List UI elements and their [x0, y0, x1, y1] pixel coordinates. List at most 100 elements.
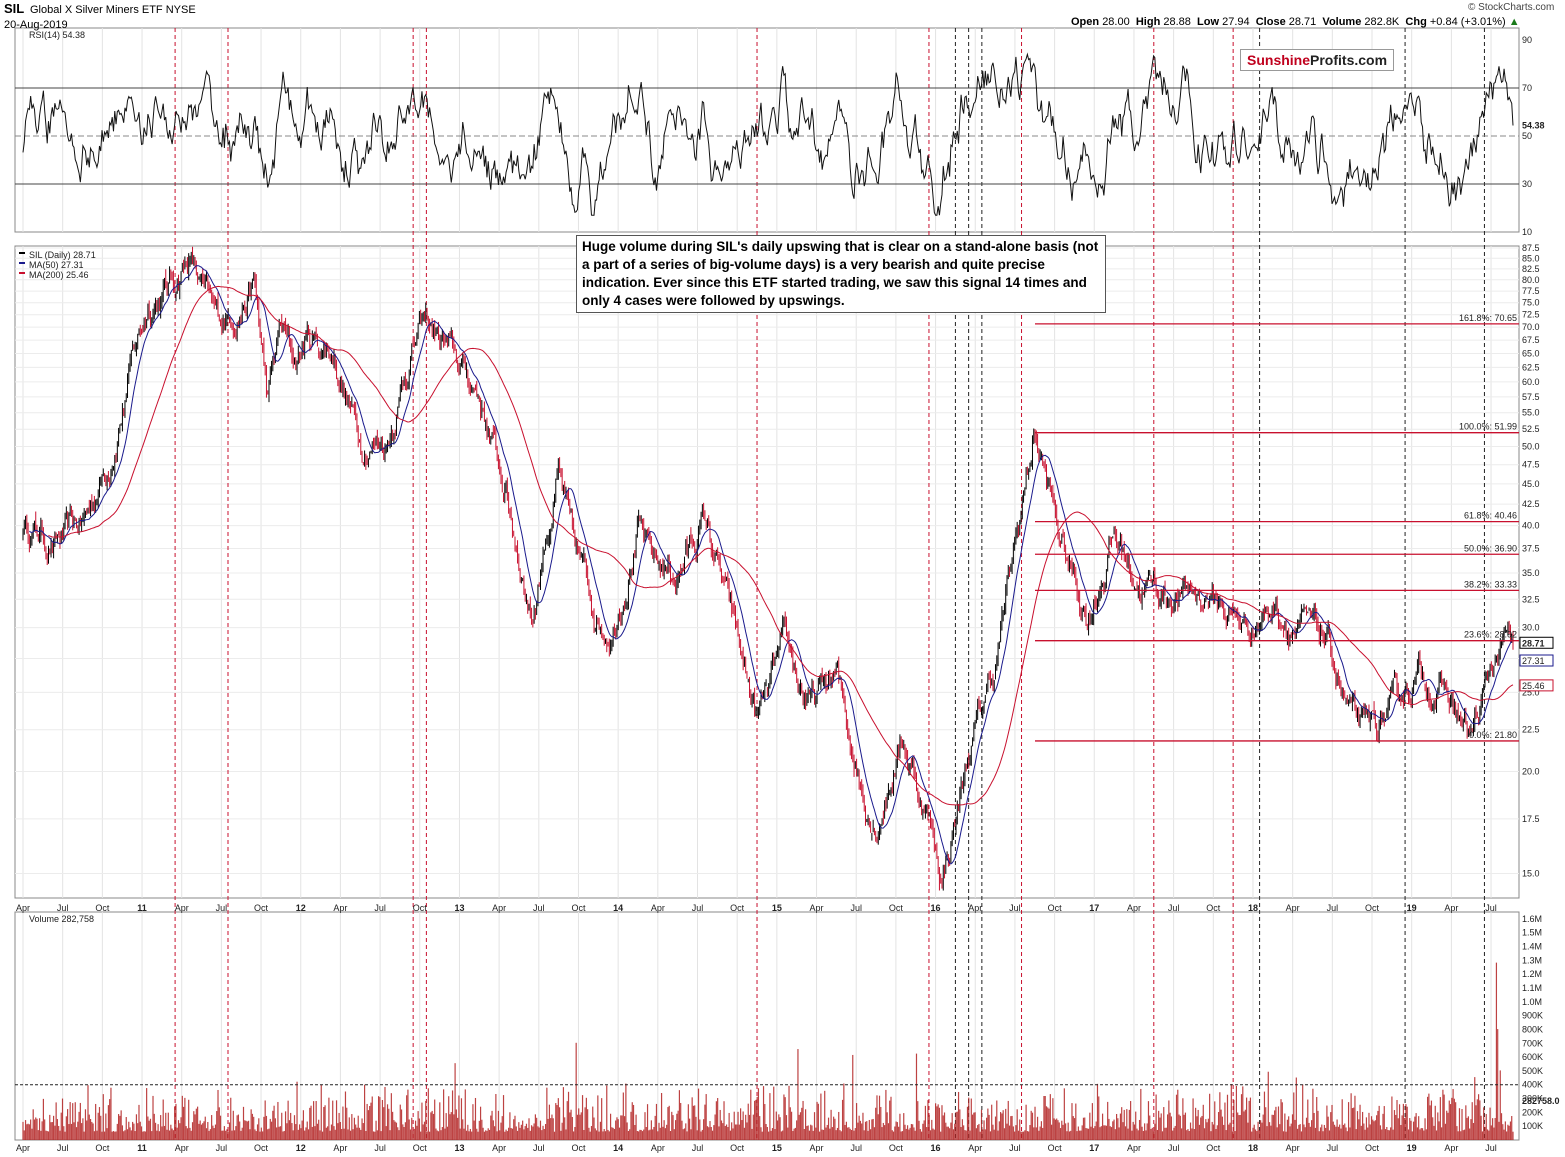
x-tick-label: Jul	[533, 1143, 545, 1153]
legend-swatch	[19, 272, 25, 274]
price-tick-label: 85.0	[1522, 253, 1540, 263]
annotation-callout: Huge volume during SIL's daily upswing t…	[576, 235, 1106, 313]
x-tick-label: Oct	[1206, 903, 1221, 913]
x-tick-label: Oct	[1048, 903, 1063, 913]
x-tick-label: Oct	[413, 1143, 428, 1153]
x-tick-label: Oct	[254, 1143, 269, 1153]
volume-tick-label: 1.2M	[1522, 969, 1542, 979]
x-tick-label: 17	[1089, 1143, 1099, 1153]
ohlc-readout: Open 28.00 High 28.88 Low 27.94 Close 28…	[1071, 16, 1520, 28]
x-tick-label: Oct	[1206, 1143, 1221, 1153]
rsi-line	[22, 52, 1514, 216]
price-tick-label: 82.5	[1522, 264, 1540, 274]
fib-level-label: 0.0%: 21.80	[1469, 730, 1517, 740]
price-tick-label: 50.0	[1522, 442, 1540, 452]
x-tick-label: Oct	[413, 903, 428, 913]
volume-tick-label: 600K	[1522, 1052, 1543, 1062]
x-tick-label: 17	[1089, 903, 1099, 913]
volume-tick-label: 1.4M	[1522, 942, 1542, 952]
price-last-box	[1519, 679, 1554, 692]
price-tick-label: 32.5	[1522, 594, 1540, 604]
fib-level-label: 61.8%: 40.46	[1464, 511, 1517, 521]
rsi-last-label: 54.38	[1522, 120, 1545, 130]
rsi-tick-label: 50	[1522, 131, 1532, 141]
x-tick-label: Jul	[57, 1143, 69, 1153]
volume-tick-label: 800K	[1522, 1024, 1543, 1034]
x-tick-label: Oct	[889, 1143, 904, 1153]
price-tick-label: 70.0	[1522, 322, 1540, 332]
fib-level-label: 38.2%: 33.33	[1464, 579, 1517, 589]
volume-tick-label: 900K	[1522, 1011, 1543, 1021]
volume-tick-label: 400K	[1522, 1080, 1543, 1090]
volume-last-label: 282758.0	[1522, 1096, 1560, 1106]
fib-level-label: 161.8%: 70.65	[1459, 313, 1517, 323]
x-tick-label: 11	[137, 1143, 147, 1153]
x-tick-label: Apr	[810, 903, 824, 913]
fibonacci-levels: 161.8%: 70.65 100.0%: 51.99 61.8%: 40.46 50…	[1035, 313, 1519, 742]
ticker-symbol: SIL	[4, 1, 25, 16]
legend-swatch	[19, 262, 25, 264]
price-tick-label: 65.0	[1522, 348, 1540, 358]
price-tick-label: 72.5	[1522, 310, 1540, 320]
x-tick-label: Apr	[333, 903, 347, 913]
x-tick-label: Oct	[730, 903, 745, 913]
x-tick-label: Apr	[1444, 903, 1458, 913]
price-tick-label: 80.0	[1522, 275, 1540, 285]
x-tick-label: 19	[1407, 1143, 1417, 1153]
panel-frame-rsi	[14, 27, 1520, 233]
x-tick-label: 16	[931, 903, 941, 913]
x-tick-label: Jul	[533, 903, 545, 913]
x-tick-label: Apr	[492, 1143, 506, 1153]
x-tick-label: Apr	[968, 903, 982, 913]
x-tick-label: Jul	[1485, 1143, 1497, 1153]
x-tick-label: Apr	[651, 903, 665, 913]
x-tick-label: Jul	[692, 903, 704, 913]
volume-tick-label: 1.0M	[1522, 997, 1542, 1007]
volume-legend: Volume 282,758	[29, 914, 94, 924]
security-name: Global X Silver Miners ETF NYSE	[30, 4, 196, 16]
x-tick-label: Apr	[651, 1143, 665, 1153]
volume-tick-label: 300K	[1522, 1094, 1543, 1104]
x-tick-label: Apr	[1127, 1143, 1141, 1153]
x-tick-label: Jul	[216, 1143, 228, 1153]
chart-date: 20-Aug-2019	[4, 19, 68, 31]
price-legend-item: SIL (Daily) 28.71	[29, 250, 96, 260]
x-tick-label: Oct	[95, 903, 110, 913]
volume-tick-label: 500K	[1522, 1066, 1543, 1076]
x-tick-label: 11	[137, 903, 147, 913]
price-tick-label: 25.0	[1522, 687, 1540, 697]
price-panel	[22, 246, 1514, 891]
x-tick-label: 15	[772, 903, 782, 913]
x-tick-label: 18	[1248, 903, 1258, 913]
x-tick-label: Apr	[810, 1143, 824, 1153]
x-tick-label: 15	[772, 1143, 782, 1153]
x-tick-label: Jul	[374, 903, 386, 913]
price-tick-label: 87.5	[1522, 243, 1540, 253]
x-tick-label: Apr	[16, 903, 30, 913]
price-last-box	[1519, 654, 1554, 667]
x-tick-label: Jul	[1168, 1143, 1180, 1153]
x-tick-label: Jul	[850, 1143, 862, 1153]
ma200-line	[48, 285, 1514, 806]
x-tick-label: Jul	[1327, 1143, 1339, 1153]
x-tick-label: 13	[454, 1143, 464, 1153]
sunshine-profits-logo: SunshineProfits.com	[1240, 49, 1395, 71]
x-tick-label: Oct	[1048, 1143, 1063, 1153]
x-tick-label: Apr	[16, 1143, 30, 1153]
volume-tick-label: 1.3M	[1522, 955, 1542, 965]
x-tick-label: Jul	[216, 903, 228, 913]
price-tick-label: 45.0	[1522, 479, 1540, 489]
rsi-tick-label: 30	[1522, 179, 1532, 189]
x-tick-label: Jul	[1168, 903, 1180, 913]
price-tick-label: 52.5	[1522, 424, 1540, 434]
rsi-panel	[15, 52, 1519, 216]
price-tick-label: 30.0	[1522, 623, 1540, 633]
price-tick-label: 67.5	[1522, 335, 1540, 345]
ma50-line	[29, 265, 1514, 865]
x-tick-label: Apr	[1286, 1143, 1300, 1153]
price-tick-label: 20.0	[1522, 766, 1540, 776]
price-last-label: 27.31	[1522, 656, 1545, 666]
x-tick-label: Apr	[333, 1143, 347, 1153]
